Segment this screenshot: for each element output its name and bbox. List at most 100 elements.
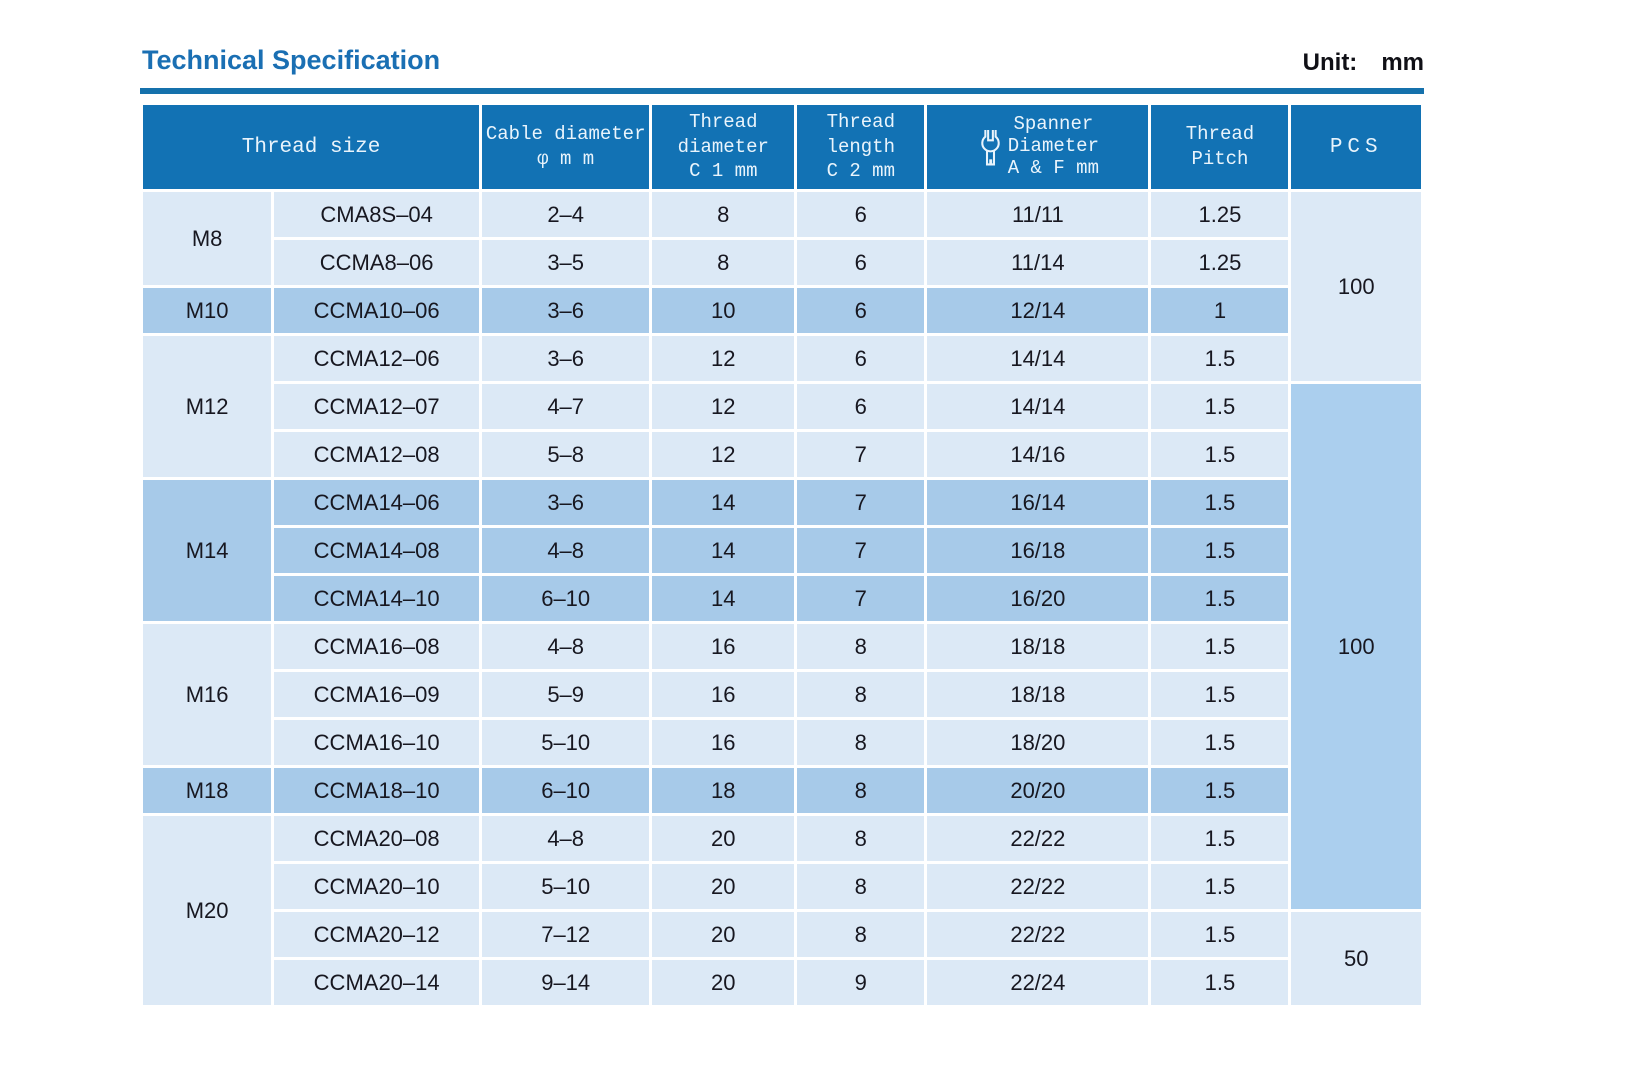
unit-label: Unit: (1302, 49, 1358, 76)
cell-thread-size-group: M12 (143, 336, 272, 477)
cell-cable-diameter: 4–7 (482, 384, 650, 429)
col-header-cable-diameter: Cable diameter φ m m (482, 105, 650, 189)
cell-thread-length: 6 (797, 240, 925, 285)
cell-cable-diameter: 3–6 (482, 288, 650, 333)
cell-thread-diameter: 12 (652, 384, 795, 429)
cell-thread-length: 8 (797, 816, 925, 861)
cell-thread-diameter: 14 (652, 480, 795, 525)
cell-thread-pitch: 1.5 (1151, 768, 1289, 813)
cell-thread-diameter: 18 (652, 768, 795, 813)
cell-model: CCMA20–10 (274, 864, 480, 909)
cell-thread-diameter: 14 (652, 528, 795, 573)
cell-spanner-diameter: 16/20 (927, 576, 1149, 621)
table-row: CCMA16–10 5–10 16 8 18/20 1.5 (143, 720, 1421, 765)
cell-thread-diameter: 10 (652, 288, 795, 333)
cell-cable-diameter: 5–8 (482, 432, 650, 477)
table-row: CCMA12–08 5–8 12 7 14/16 1.5 (143, 432, 1421, 477)
col-header-thread-diameter: Thread diameter C 1 mm (652, 105, 795, 189)
cell-thread-diameter: 16 (652, 624, 795, 669)
cell-thread-pitch: 1.5 (1151, 960, 1289, 1005)
cell-spanner-diameter: 18/18 (927, 624, 1149, 669)
cell-thread-pitch: 1.25 (1151, 240, 1289, 285)
cell-model: CCMA20–14 (274, 960, 480, 1005)
cell-cable-diameter: 4–8 (482, 528, 650, 573)
cell-spanner-diameter: 22/22 (927, 864, 1149, 909)
table-row: M14 CCMA14–06 3–6 14 7 16/14 1.5 (143, 480, 1421, 621)
cell-thread-length: 6 (797, 192, 925, 237)
cell-cable-diameter: 4–8 (482, 816, 650, 861)
table-row: M12 CCMA12–06 3–6 12 6 14/14 1.5 (143, 336, 1421, 477)
cell-cable-diameter: 2–4 (482, 192, 650, 237)
cell-model: CCMA12–08 (274, 432, 480, 477)
cell-thread-diameter: 16 (652, 672, 795, 717)
cell-model: CCMA14–08 (274, 528, 480, 573)
cell-thread-length: 8 (797, 624, 925, 669)
table-row: CCMA20–14 9–14 20 9 22/24 1.5 (143, 960, 1421, 1005)
spec-table-container: Thread size Cable diameter φ m m Thread … (140, 102, 1424, 1008)
cell-spanner-diameter: 22/22 (927, 912, 1149, 957)
table-row: CCMA16–09 5–9 16 8 18/18 1.5 (143, 672, 1421, 717)
cell-spanner-diameter: 20/20 (927, 768, 1149, 813)
table-row: M10 CCMA10–06 3–6 10 6 12/14 1 (143, 288, 1421, 333)
cell-cable-diameter: 6–10 (482, 768, 650, 813)
cell-thread-pitch: 1.5 (1151, 432, 1289, 477)
col-header-pcs: PCS (1291, 105, 1421, 189)
cell-model: CCMA16–09 (274, 672, 480, 717)
table-row: CCMA20–12 7–12 20 8 22/22 1.5 50 (143, 912, 1421, 1005)
cell-model: CCMA18–10 (274, 768, 480, 813)
col-header-spanner-diameter: Spanner Diameter A & F mm (927, 105, 1149, 189)
cell-spanner-diameter: 22/24 (927, 960, 1149, 1005)
cell-thread-diameter: 20 (652, 816, 795, 861)
cell-thread-diameter: 12 (652, 432, 795, 477)
cell-thread-diameter: 20 (652, 864, 795, 909)
cell-model: CMA8S–04 (274, 192, 480, 237)
cell-model: CCMA14–06 (274, 480, 480, 525)
table-row: CCMA14–08 4–8 14 7 16/18 1.5 (143, 528, 1421, 573)
cell-cable-diameter: 3–5 (482, 240, 650, 285)
unit-note: Unit: mm (1080, 49, 1424, 77)
cell-thread-length: 8 (797, 864, 925, 909)
title-divider (140, 88, 1424, 94)
cell-thread-diameter: 20 (652, 912, 795, 957)
cell-spanner-diameter: 14/14 (927, 336, 1149, 381)
cell-cable-diameter: 6–10 (482, 576, 650, 621)
cell-cable-diameter: 5–10 (482, 864, 650, 909)
cell-pcs: 100 (1291, 192, 1421, 381)
cell-spanner-diameter: 14/16 (927, 432, 1149, 477)
cell-thread-diameter: 16 (652, 720, 795, 765)
cell-cable-diameter: 9–14 (482, 960, 650, 1005)
cell-model: CCMA12–06 (274, 336, 480, 381)
page-title: Technical Specification (142, 45, 441, 75)
cell-model: CCMA16–10 (274, 720, 480, 765)
table-row: M18 CCMA18–10 6–10 18 8 20/20 1.5 (143, 768, 1421, 813)
cell-cable-diameter: 7–12 (482, 912, 650, 957)
cell-thread-diameter: 14 (652, 576, 795, 621)
cell-cable-diameter: 4–8 (482, 624, 650, 669)
cell-thread-pitch: 1.5 (1151, 720, 1289, 765)
cell-thread-length: 8 (797, 672, 925, 717)
cell-thread-pitch: 1.5 (1151, 912, 1289, 957)
col-header-thread-pitch: Thread Pitch (1151, 105, 1289, 189)
cell-spanner-diameter: 12/14 (927, 288, 1149, 333)
cell-thread-pitch: 1.5 (1151, 480, 1289, 525)
cell-thread-size-group: M8 (143, 192, 272, 285)
table-row: M20 CCMA20–08 4–8 20 8 22/22 1.5 (143, 816, 1421, 1005)
table-row: CCMA14–10 6–10 14 7 16/20 1.5 (143, 576, 1421, 621)
cell-thread-pitch: 1 (1151, 288, 1289, 333)
cell-thread-length: 6 (797, 384, 925, 429)
cell-thread-length: 6 (797, 336, 925, 381)
table-row: CCMA8–06 3–5 8 6 11/14 1.25 (143, 240, 1421, 285)
table-row: CCMA12–07 4–7 12 6 14/14 1.5 100 (143, 384, 1421, 909)
cell-thread-pitch: 1.25 (1151, 192, 1289, 237)
unit-value: mm (1381, 49, 1424, 76)
cell-model: CCMA10–06 (274, 288, 480, 333)
cell-pcs: 50 (1291, 912, 1421, 1005)
cell-spanner-diameter: 18/18 (927, 672, 1149, 717)
cell-thread-pitch: 1.5 (1151, 576, 1289, 621)
cell-thread-pitch: 1.5 (1151, 672, 1289, 717)
cell-spanner-diameter: 11/11 (927, 192, 1149, 237)
cell-thread-length: 7 (797, 576, 925, 621)
cell-cable-diameter: 5–9 (482, 672, 650, 717)
cell-thread-length: 8 (797, 768, 925, 813)
cell-thread-pitch: 1.5 (1151, 816, 1289, 861)
